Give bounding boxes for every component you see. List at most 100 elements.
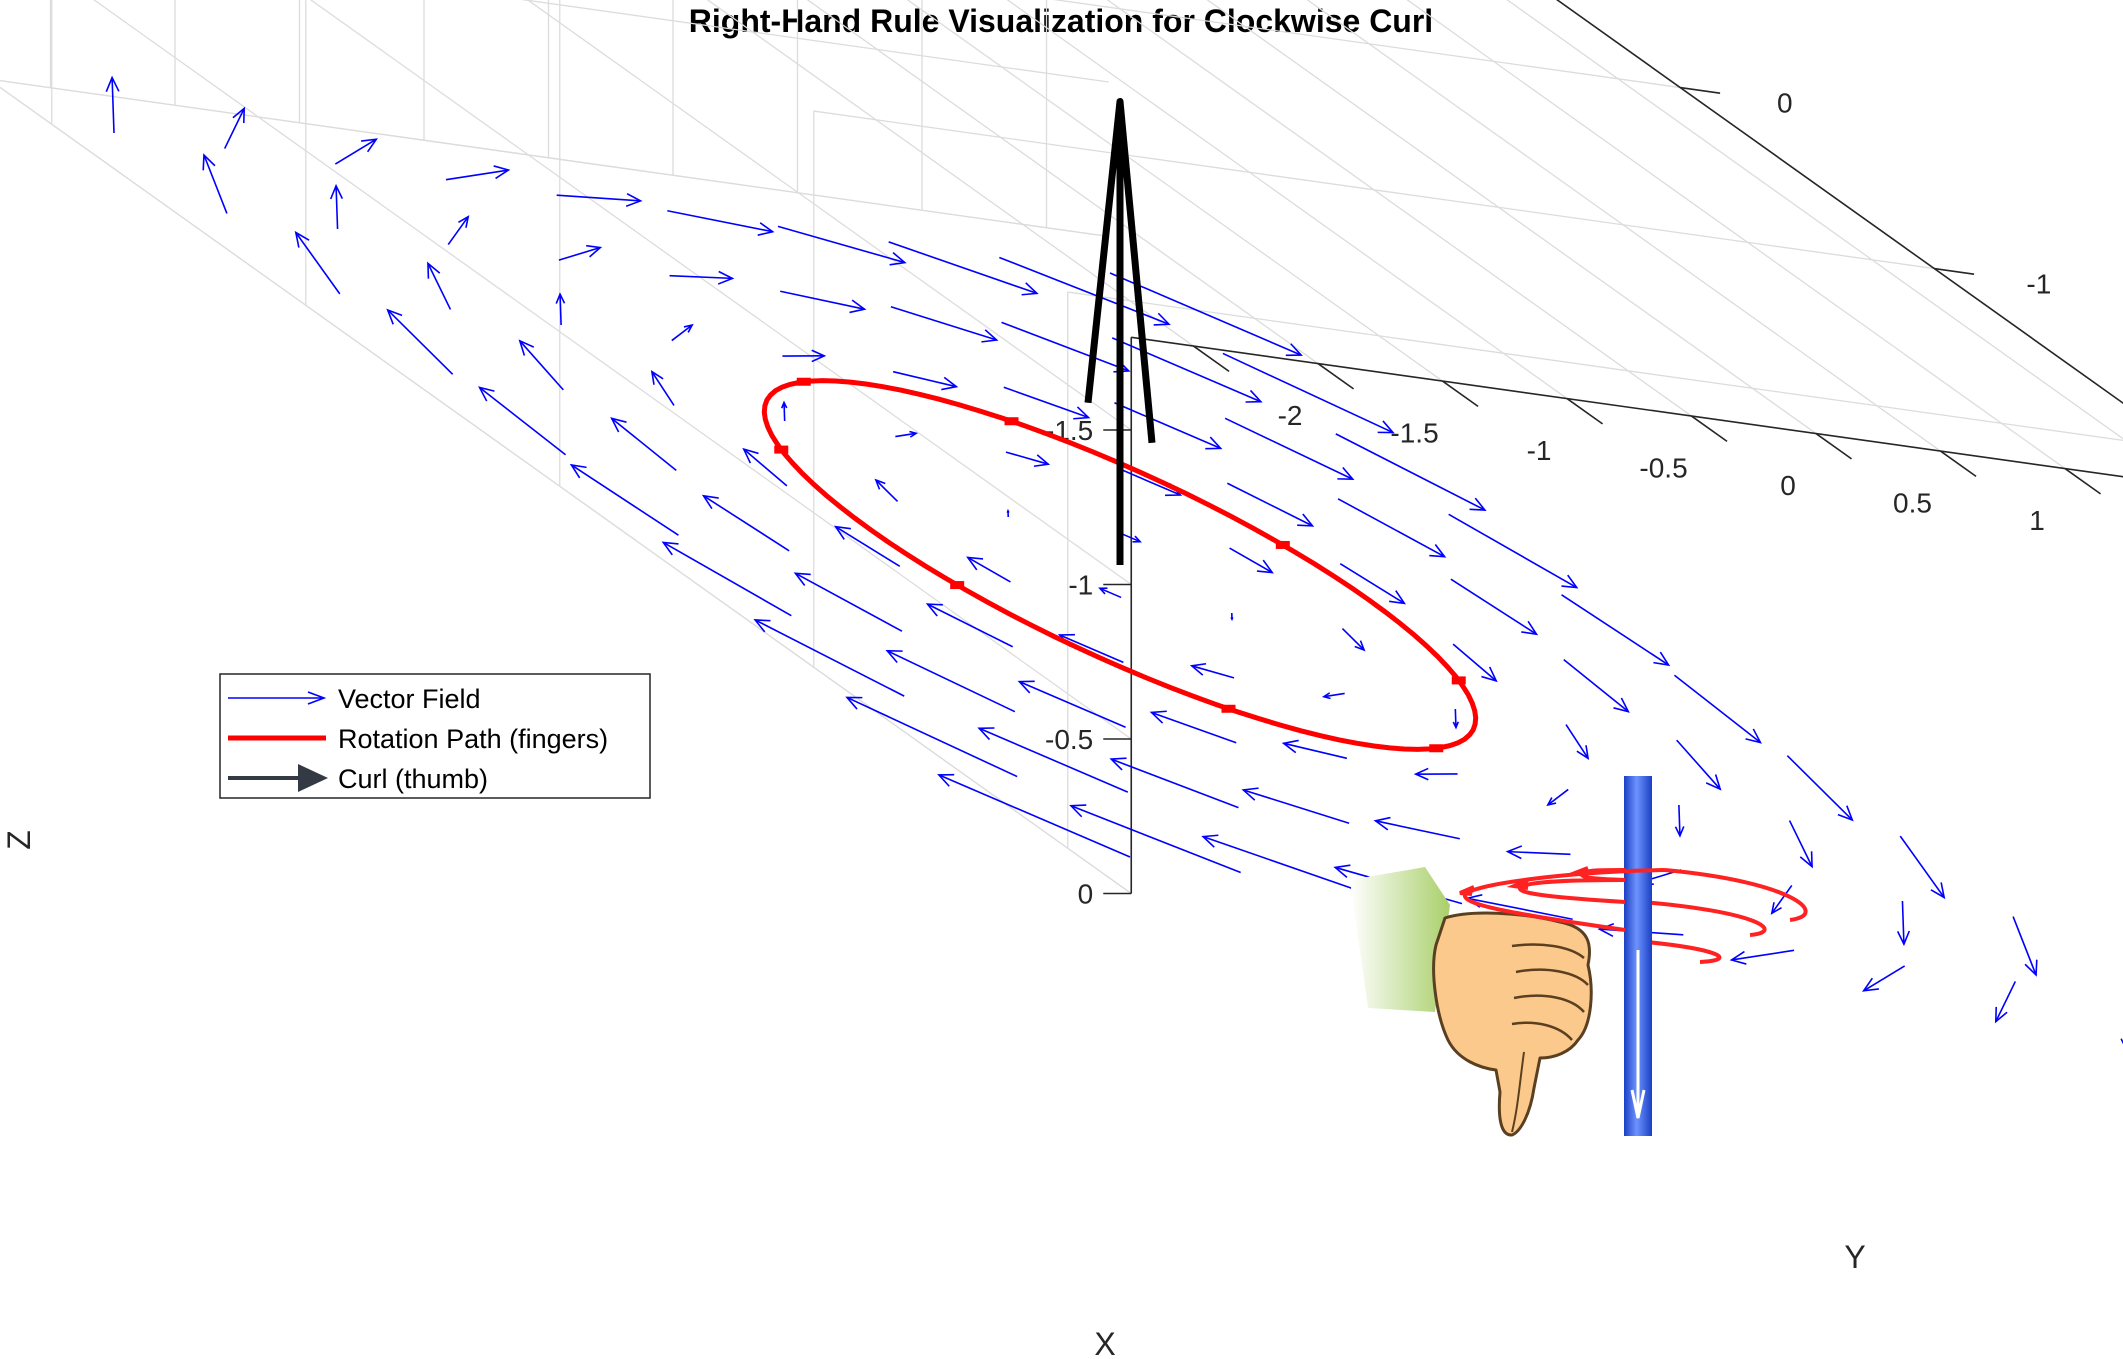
vector-arrow: [1546, 788, 1569, 807]
vector-arrow-shaft: [1450, 578, 1537, 635]
rotation-path-marker: [1275, 540, 1290, 549]
vector-arrow-head: [458, 215, 470, 228]
x-tick-label: 0.5: [1893, 487, 1932, 518]
x-tick-mark: [1566, 397, 1604, 425]
vector-arrow-head: [569, 463, 587, 479]
vector-arrow-shaft: [1901, 900, 1905, 945]
vector-arrow-shaft: [967, 556, 1011, 583]
vector-arrow-head: [780, 400, 788, 409]
vector-arrow-shaft: [556, 194, 641, 202]
vector-arrow-head: [2024, 959, 2038, 977]
axes-grid: [0, 0, 2123, 895]
vector-arrow: [874, 478, 899, 503]
vector-arrow: [1006, 508, 1010, 518]
grid-line-z: [309, 0, 1132, 586]
vector-arrow-shaft: [888, 241, 1038, 295]
vector-arrow-shaft: [783, 402, 786, 422]
grid-line-x: [1506, 0, 2123, 440]
vector-arrow-head: [1149, 710, 1167, 724]
vector-arrow: [671, 323, 694, 342]
vector-arrow: [1222, 352, 1395, 434]
y-tick-label: 0: [1777, 87, 1793, 118]
vector-arrow: [1116, 466, 1183, 497]
vector-arrow: [1896, 900, 1911, 947]
vector-arrow-shaft: [559, 294, 562, 326]
vector-arrow: [1729, 949, 1795, 965]
vector-arrow-shaft: [111, 77, 115, 134]
grid-line-z: [93, 0, 1132, 740]
vector-arrow: [1561, 594, 1671, 667]
vector-arrow-head: [1770, 902, 1782, 915]
x-tick-label: -2: [1278, 400, 1303, 431]
vector-arrow-shaft: [295, 232, 341, 295]
rotation-path-marker: [1221, 704, 1236, 713]
vector-arrow-head: [909, 430, 919, 438]
vector-arrow: [1114, 402, 1223, 450]
z-tick-label: -0.5: [1045, 724, 1093, 755]
vector-arrow-head: [845, 696, 863, 710]
vector-arrow: [1224, 417, 1355, 481]
vector-arrow: [1229, 547, 1274, 574]
vector-arrow: [294, 230, 341, 295]
curl-arrow-head: [1084, 98, 1156, 444]
vector-arrow-head: [661, 541, 679, 556]
vector-arrow: [1413, 767, 1458, 781]
vector-arrow-shaft: [938, 774, 1131, 858]
vector-arrow-head: [1799, 851, 1813, 869]
vector-arrow-shaft: [651, 371, 675, 406]
vector-arrow: [1448, 513, 1579, 589]
vector-arrow-shaft: [1863, 965, 1906, 992]
vector-arrow-shaft: [1375, 820, 1460, 840]
vector-arrow: [2012, 916, 2038, 977]
vector-arrow-head: [1245, 389, 1263, 403]
vector-arrow-head: [1354, 640, 1366, 652]
legend-item-curl: Curl (thumb): [228, 764, 488, 794]
vector-arrow: [1017, 680, 1126, 728]
vector-arrow-shaft: [334, 138, 377, 165]
vector-arrow-shaft: [1731, 949, 1795, 961]
vector-arrow-head: [1017, 680, 1035, 694]
vector-arrow-head: [1285, 343, 1303, 357]
vector-arrow: [202, 153, 228, 214]
vector-arrow: [1673, 674, 1762, 744]
grid-line-x: [906, 0, 1443, 382]
vector-arrow: [753, 619, 905, 697]
vector-arrow-head: [555, 292, 566, 304]
x-tick-label: 0: [1780, 470, 1796, 501]
x-axis-label: X: [1094, 1326, 1115, 1359]
vector-arrow: [1057, 633, 1124, 664]
vector-arrow-shaft: [890, 306, 997, 341]
vector-arrow: [427, 261, 452, 310]
x-tick-mark: [2064, 467, 2102, 495]
grid-line-x: [706, 0, 1194, 347]
y-axis-line: [1556, 0, 2123, 405]
vector-arrow: [223, 106, 246, 149]
vector-arrow-head: [427, 261, 441, 279]
vector-arrow-shaft: [1452, 643, 1497, 682]
hand-finger-lines: [1511, 943, 1589, 1041]
vector-arrow: [888, 241, 1039, 296]
vector-arrow-head: [1930, 882, 1946, 900]
vector-arrow-shaft: [1283, 742, 1348, 760]
vector-arrow-shaft: [1229, 547, 1273, 574]
vector-arrow-head: [683, 323, 694, 333]
x-tick-mark: [1193, 345, 1230, 373]
vector-arrow: [650, 370, 675, 406]
vector-arrow-shaft: [1222, 352, 1394, 434]
x-tick-label: 1: [2029, 505, 2045, 536]
vector-arrow: [1281, 739, 1348, 760]
vector-arrow-head: [1153, 312, 1171, 326]
vector-arrow-head: [1729, 950, 1747, 965]
vector-arrow: [1069, 804, 1241, 874]
vector-arrow-head: [1098, 587, 1108, 595]
vector-arrow-shaft: [1507, 850, 1571, 856]
legend-label-vector-field: Vector Field: [338, 684, 481, 714]
vector-arrow-head: [1674, 826, 1685, 838]
vector-arrow-shaft: [703, 495, 790, 552]
vector-arrow-shaft: [1547, 788, 1569, 806]
curl-arrowhead-middle: [1506, 878, 1529, 890]
vector-arrow-head: [889, 252, 907, 266]
grid-line-y: [813, 110, 1935, 270]
curl-arrowhead-outer: [1459, 885, 1475, 896]
vector-arrow-shaft: [1019, 680, 1126, 728]
